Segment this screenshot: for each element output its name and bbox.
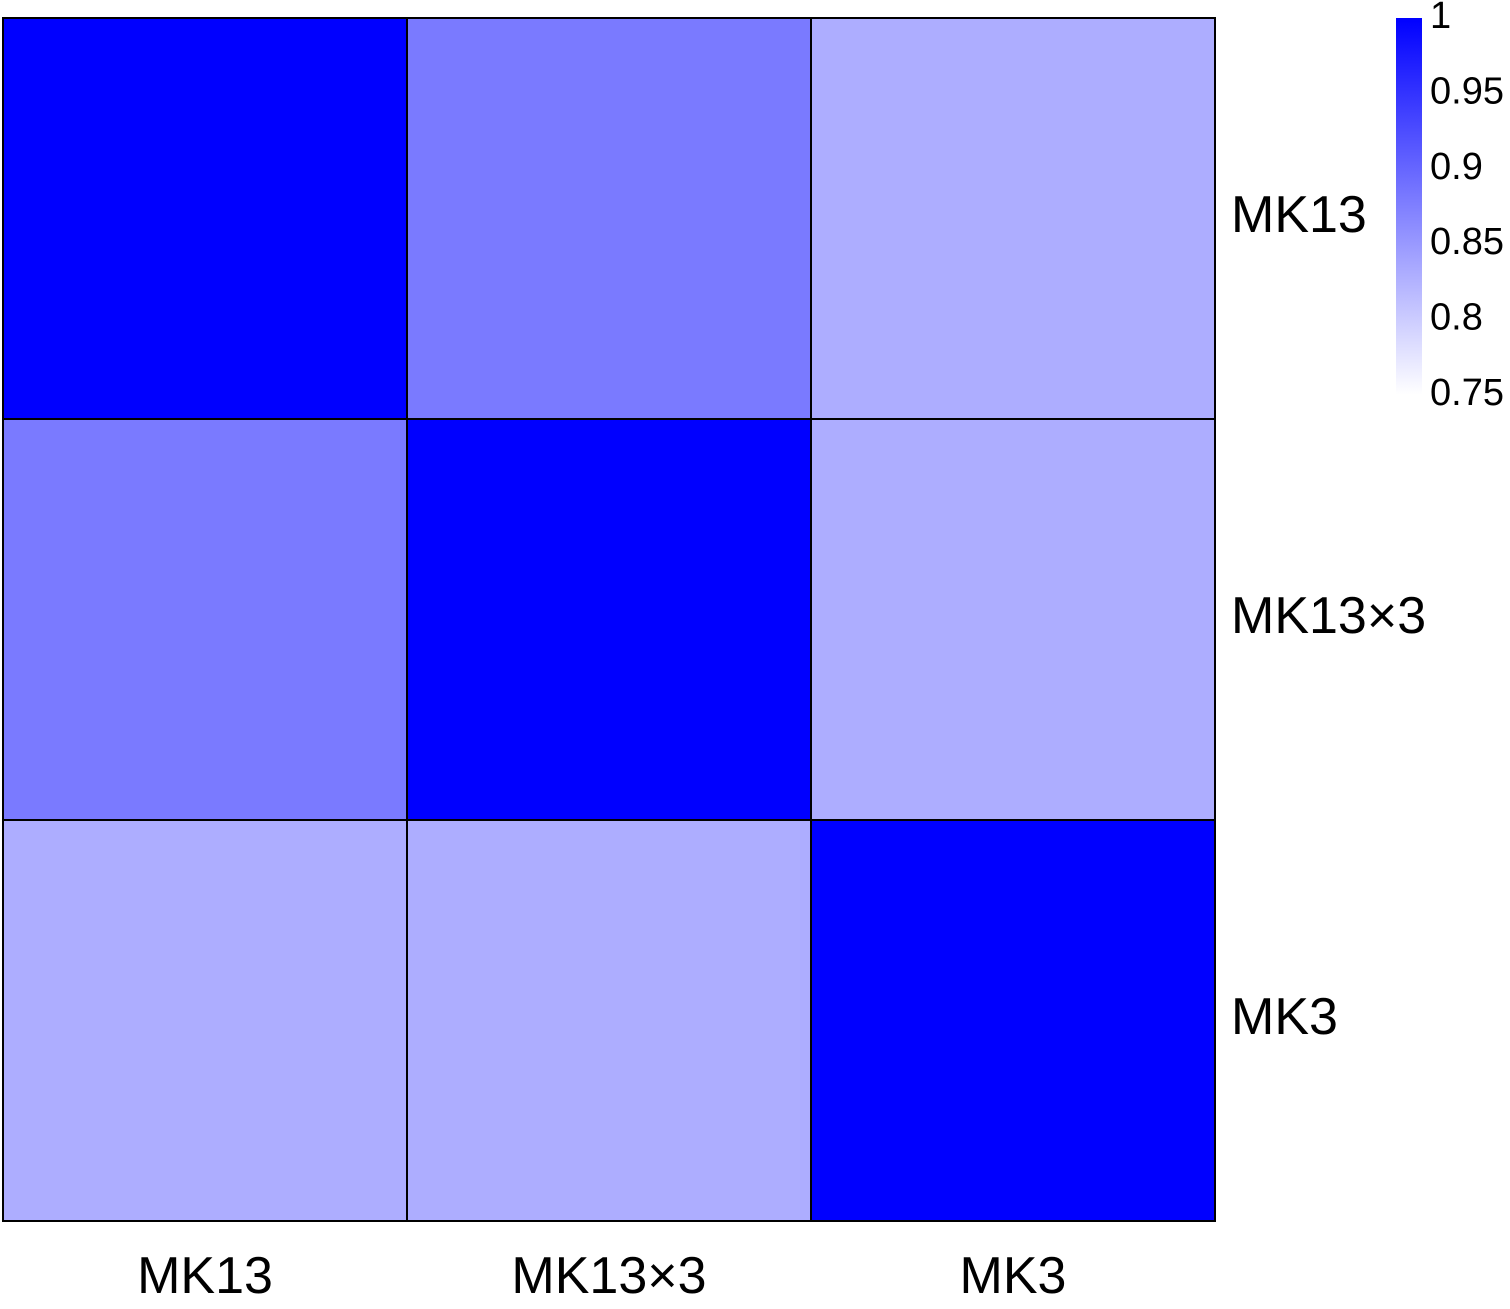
x-axis-label: MK13 (137, 1247, 273, 1305)
y-axis-label: MK13 (1231, 186, 1367, 244)
colorbar-tick-label: 0.95 (1430, 70, 1504, 112)
heatmap-cell-r1-c2 (810, 418, 1216, 821)
colorbar-tick-label: 0.8 (1430, 297, 1483, 339)
colorbar-tick-label: 0.85 (1430, 221, 1504, 263)
colorbar-gradient (1396, 18, 1422, 395)
heatmap-cell-r2-c2 (810, 819, 1216, 1222)
heatmap-cell-r2-c1 (406, 819, 812, 1222)
colorbar-tick-label: 0.9 (1430, 146, 1483, 188)
y-axis-label: MK3 (1231, 988, 1338, 1046)
heatmap-cells (2, 17, 1216, 1222)
y-axis-labels: MK13 MK13×3 MK3 (1231, 186, 1426, 1046)
x-axis-labels: MK13 MK13×3 MK3 (137, 1247, 1066, 1305)
x-axis-label: MK3 (960, 1247, 1067, 1305)
heatmap-cell-r0-c2 (810, 17, 1216, 420)
heatmap-cell-r2-c0 (2, 819, 408, 1222)
y-axis-label: MK13×3 (1231, 587, 1426, 645)
heatmap-cell-r0-c1 (406, 17, 812, 420)
colorbar-ticks: 1 0.95 0.9 0.85 0.8 0.75 (1430, 0, 1504, 414)
colorbar: 1 0.95 0.9 0.85 0.8 0.75 (1396, 0, 1504, 414)
heatmap-cell-r1-c1 (406, 418, 812, 821)
heatmap-cell-r1-c0 (2, 418, 408, 821)
x-axis-label: MK13×3 (511, 1247, 706, 1305)
colorbar-tick-label: 1 (1430, 0, 1451, 37)
colorbar-tick-label: 0.75 (1430, 372, 1504, 414)
heatmap-cell-r0-c0 (2, 17, 408, 420)
